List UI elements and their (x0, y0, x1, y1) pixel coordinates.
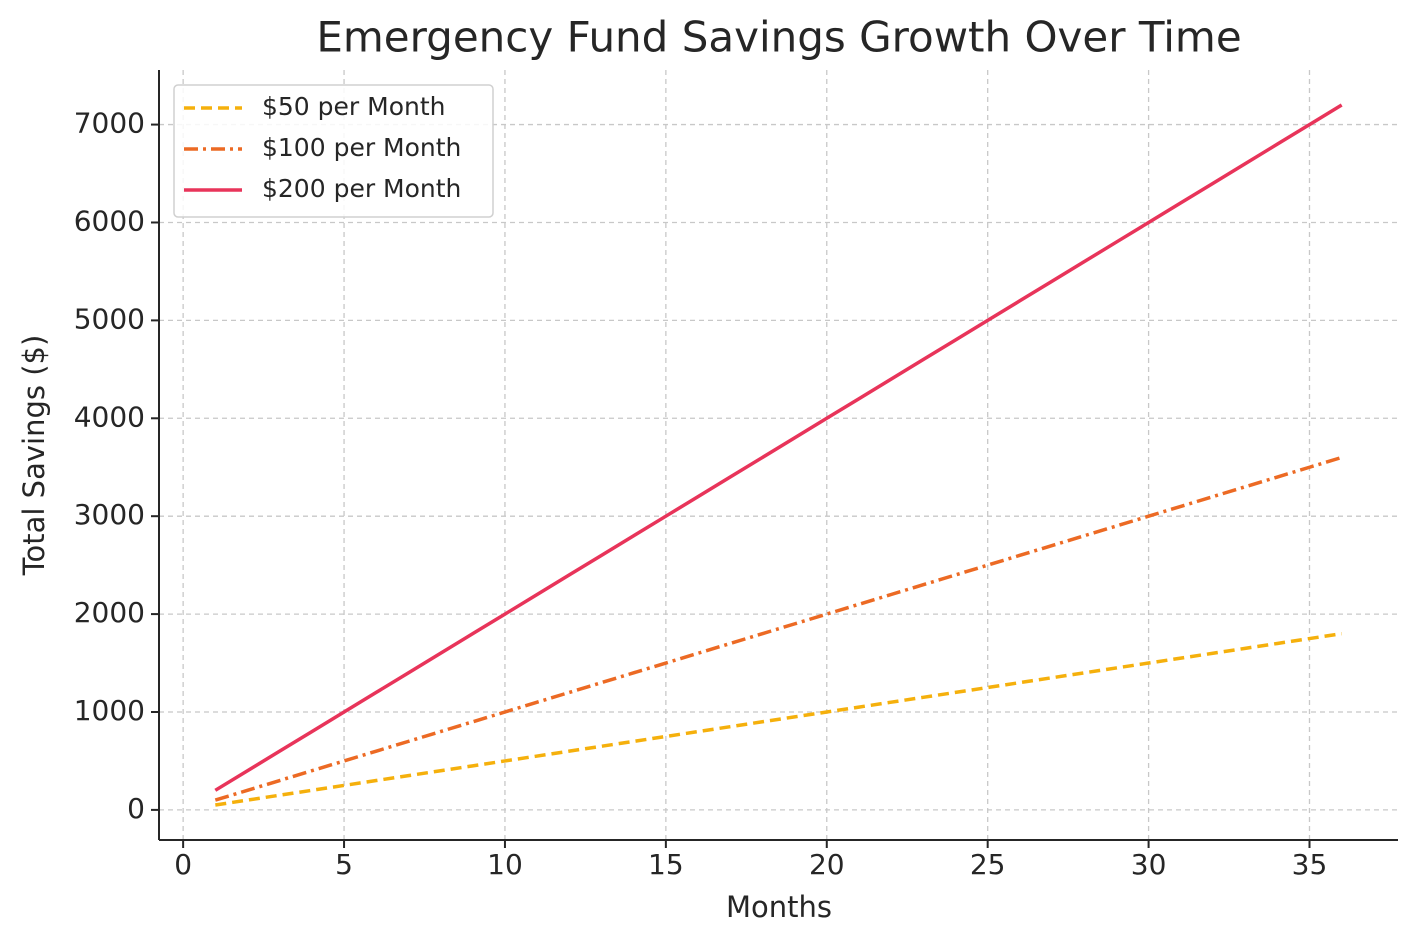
legend-box (173, 84, 494, 218)
y-tick-label: 5000 (74, 302, 145, 335)
x-tick-label: 25 (970, 848, 1006, 881)
series-line (214, 455, 1343, 802)
y-tick-label: 2000 (74, 596, 145, 629)
y-tick-label: 0 (127, 792, 145, 825)
chart-title: Emergency Fund Savings Growth Over Time (316, 13, 1241, 62)
series-line (215, 631, 1342, 807)
series-line (214, 103, 1343, 792)
x-tick-label: 35 (1292, 848, 1328, 881)
y-tick-label: 7000 (74, 107, 145, 140)
y-axis-label: Total Savings ($) (17, 335, 51, 577)
x-tick-label: 20 (809, 848, 845, 881)
legend-label: $200 per Month (262, 174, 461, 203)
y-tick-label: 1000 (74, 694, 145, 727)
y-tick-label: 4000 (74, 400, 145, 433)
legend-label: $100 per Month (262, 133, 461, 162)
x-tick-label: 5 (335, 848, 353, 881)
x-axis-label: Months (726, 890, 832, 924)
x-tick-label: 15 (648, 848, 684, 881)
x-tick-label: 30 (1131, 848, 1167, 881)
y-tick-label: 3000 (74, 498, 145, 531)
y-tick-label: 6000 (74, 204, 145, 237)
x-tick-label: 10 (487, 848, 523, 881)
x-tick-label: 0 (174, 848, 192, 881)
legend-label: $50 per Month (262, 92, 446, 121)
